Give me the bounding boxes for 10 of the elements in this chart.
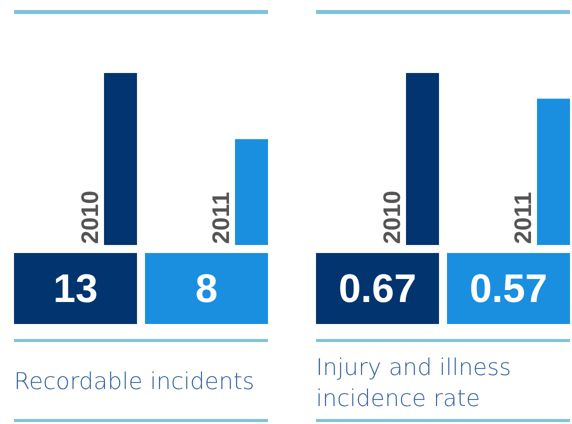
data-label: 13 [53, 267, 98, 311]
x-tick-label: 2011 [510, 192, 537, 244]
x-tick-label: 2010 [77, 190, 104, 244]
x-tick-label: 2010 [379, 190, 406, 244]
data-label: 0.67 [338, 267, 416, 311]
data-label: 8 [195, 267, 218, 311]
text: Recordable incidents [14, 369, 254, 395]
text: Injury and illness incidence rate [316, 355, 512, 412]
x-tick-label: 2011 [208, 192, 235, 244]
data-label: 0.57 [470, 267, 548, 311]
